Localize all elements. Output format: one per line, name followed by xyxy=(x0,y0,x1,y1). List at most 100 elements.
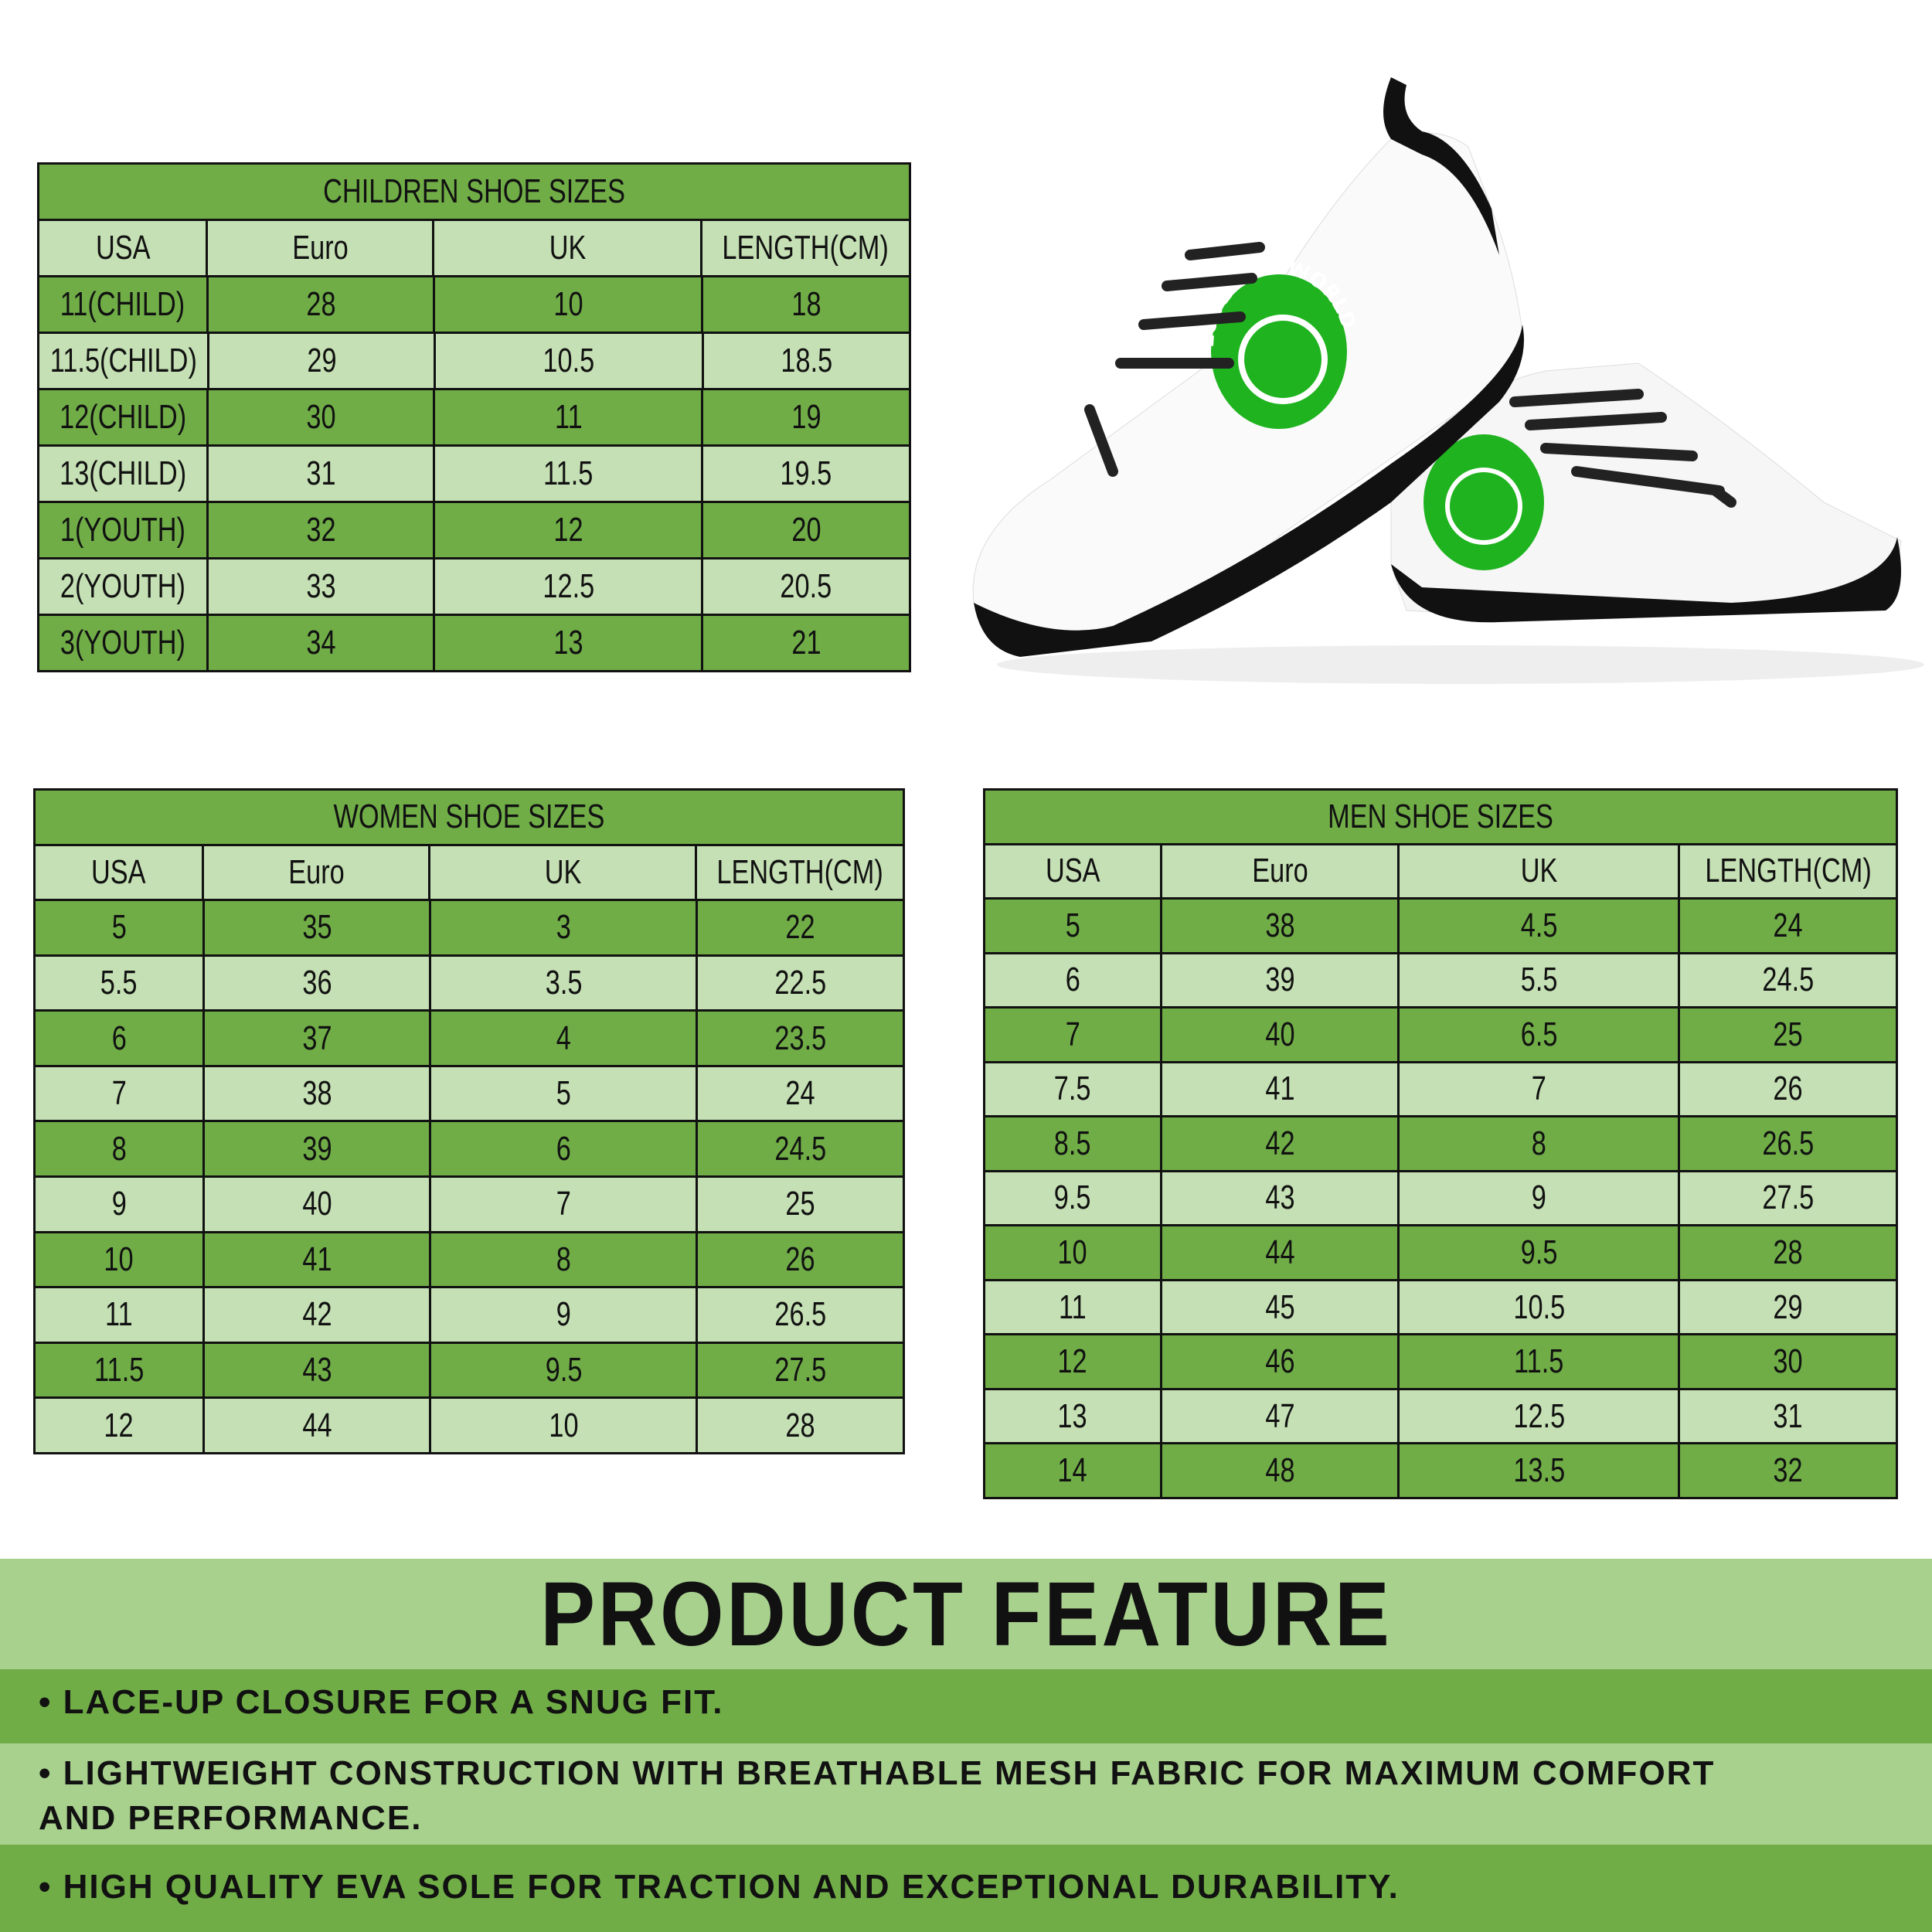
column-header: USA xyxy=(36,846,202,900)
table-cell-text: 7 xyxy=(1065,1015,1080,1053)
table-title-row: CHILDREN SHOE SIZES xyxy=(39,165,909,219)
table-cell: 9.5 xyxy=(1397,1226,1678,1279)
table-cell-text: 14 xyxy=(1057,1451,1088,1490)
feature-row: • LIGHTWEIGHT CONSTRUCTION WITH BREATHAB… xyxy=(0,1743,1932,1845)
table-cell-text: 6 xyxy=(556,1129,571,1168)
table-cell-text: 33 xyxy=(305,567,336,605)
table-cell-text: 9.5 xyxy=(1520,1233,1558,1272)
column-header: UK xyxy=(432,221,700,275)
table-cell-text: 30 xyxy=(305,398,336,436)
table-cell: 26.5 xyxy=(696,1288,903,1342)
table-cell-text: 39 xyxy=(1264,961,1295,999)
table-cell-text: 21 xyxy=(791,624,821,662)
table-cell-text: 32 xyxy=(1773,1451,1803,1490)
table-cell: 44 xyxy=(202,1399,429,1452)
table-header-row: USA Euro UK LENGTH(CM) xyxy=(36,843,903,900)
table-cell-text: 25 xyxy=(785,1185,815,1223)
column-header-text: Euro xyxy=(1251,852,1308,890)
table-row: 11 45 10.5 29 xyxy=(985,1278,1896,1334)
table-cell-text: 8 xyxy=(556,1240,571,1278)
column-header-text: Euro xyxy=(292,229,349,267)
table-cell-text: 12 xyxy=(104,1406,134,1444)
table-cell: 12 xyxy=(985,1335,1160,1388)
table-cell: 22 xyxy=(696,901,903,954)
table-cell: 40 xyxy=(1159,1009,1397,1061)
table-cell: 47 xyxy=(1159,1389,1397,1443)
men-size-table: MEN SHOE SIZES USA Euro UK LENGTH(CM) 5 38 4.5 2… xyxy=(983,788,1898,1499)
table-cell: 10 xyxy=(36,1233,202,1287)
product-feature-title: PRODUCT FEATURE xyxy=(539,1563,1393,1665)
table-cell: 45 xyxy=(1159,1281,1397,1334)
table-cell-text: 5.5 xyxy=(1520,961,1558,999)
table-title-text: WOMEN SHOE SIZES xyxy=(333,798,605,836)
table-cell-text: 28 xyxy=(785,1406,815,1444)
table-cell-text: 18.5 xyxy=(780,342,832,379)
table-cell-text: 27.5 xyxy=(774,1351,827,1389)
table-cell: 26.5 xyxy=(1678,1117,1896,1170)
table-cell-text: 10 xyxy=(1057,1233,1088,1272)
table-cell-text: 13 xyxy=(553,624,583,662)
table-cell: 8 xyxy=(36,1122,202,1175)
table-row: 3(YOUTH) 34 13 21 xyxy=(39,614,909,670)
table-cell: 6 xyxy=(985,954,1160,1007)
table-cell-text: 28 xyxy=(305,285,336,323)
table-cell: 19 xyxy=(701,390,909,444)
table-cell-text: 48 xyxy=(1264,1451,1295,1490)
table-cell: 11 xyxy=(433,390,701,444)
table-cell: 5 xyxy=(36,901,202,954)
table-cell: 28 xyxy=(206,277,433,332)
table-cell-text: 18 xyxy=(791,285,821,323)
table-cell: 24 xyxy=(696,1066,903,1121)
table-cell-text: 9 xyxy=(1531,1179,1546,1217)
table-cell-text: 13 xyxy=(1057,1396,1088,1435)
table-cell: 39 xyxy=(202,1122,429,1176)
table-cell-text: 40 xyxy=(301,1185,332,1223)
table-cell: 30 xyxy=(1678,1335,1896,1388)
table-cell-text: 11 xyxy=(554,398,583,436)
table-cell: 36 xyxy=(202,956,429,1010)
table-cell: 6 xyxy=(36,1012,202,1065)
table-cell: 35 xyxy=(202,901,429,954)
table-cell-text: 11.5 xyxy=(94,1351,145,1389)
column-header: Euro xyxy=(202,845,428,900)
column-header-text: UK xyxy=(1520,852,1558,890)
table-cell: 34 xyxy=(206,616,433,670)
table-cell-text: 28 xyxy=(1773,1233,1803,1272)
column-header-text: LENGTH(CM) xyxy=(722,229,889,267)
table-row: 9.5 43 9 27.5 xyxy=(985,1169,1896,1225)
table-cell: 31 xyxy=(1678,1389,1896,1443)
table-title: CHILDREN SHOE SIZES xyxy=(39,165,909,219)
table-cell: 41 xyxy=(1159,1063,1397,1116)
table-cell: 25 xyxy=(1678,1009,1896,1061)
table-cell: 10 xyxy=(433,277,701,332)
table-cell-text: 6.5 xyxy=(1520,1015,1558,1053)
table-row: 11 42 9 26.5 xyxy=(36,1286,903,1342)
table-cell-text: 41 xyxy=(301,1240,332,1278)
column-header: UK xyxy=(428,845,695,900)
table-cell-text: 42 xyxy=(1264,1124,1295,1162)
table-cell-text: 11 xyxy=(105,1295,133,1334)
table-cell-text: 12(CHILD) xyxy=(59,398,186,436)
table-cell: 10 xyxy=(985,1226,1160,1279)
sneakers-product-image: LOVE THE WORLD xyxy=(972,77,1924,684)
table-cell-text: 31 xyxy=(305,454,336,492)
table-cell: 27.5 xyxy=(696,1343,903,1397)
table-cell: 22.5 xyxy=(696,956,903,1010)
table-cell: 9.5 xyxy=(429,1343,696,1397)
table-cell: 10 xyxy=(429,1399,696,1452)
table-cell-text: 42 xyxy=(301,1295,332,1334)
table-cell-text: 26.5 xyxy=(1762,1124,1815,1162)
table-row: 10 41 8 26 xyxy=(36,1230,903,1287)
table-cell: 12(CHILD) xyxy=(39,390,206,444)
column-header-text: UK xyxy=(549,229,587,267)
table-cell: 7 xyxy=(429,1178,696,1231)
table-row: 12 46 11.5 30 xyxy=(985,1333,1896,1388)
table-cell: 8.5 xyxy=(985,1117,1160,1170)
feature-text: • LIGHTWEIGHT CONSTRUCTION WITH BREATHAB… xyxy=(39,1754,1716,1837)
table-cell: 29 xyxy=(1678,1281,1896,1334)
table-cell: 28 xyxy=(1678,1226,1896,1279)
column-header-text: LENGTH(CM) xyxy=(1704,852,1872,890)
table-cell-text: 43 xyxy=(1264,1179,1295,1217)
table-row: 5.5 36 3.5 22.5 xyxy=(36,954,903,1010)
table-row: 8 39 6 24.5 xyxy=(36,1120,903,1176)
